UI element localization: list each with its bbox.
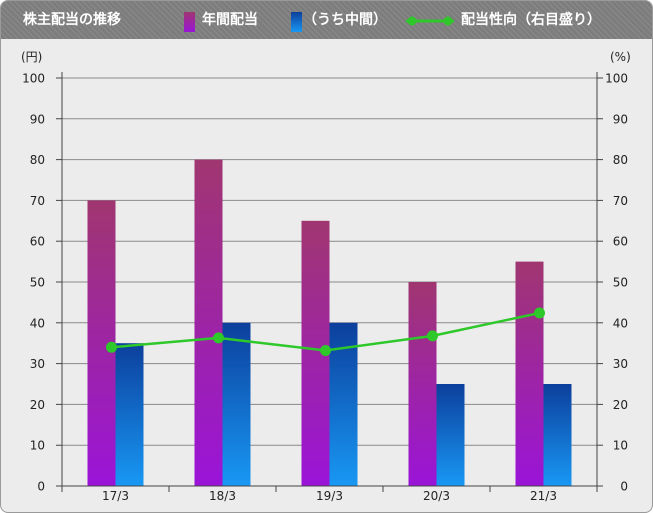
- y-left-tick-label: 10: [30, 439, 45, 453]
- y-right-tick-label: 70: [613, 194, 628, 208]
- y-left-tick-label: 40: [30, 316, 45, 330]
- chart-title: 株主配当の推移: [23, 12, 121, 28]
- y-right-tick-label: 80: [613, 153, 628, 167]
- y-left-tick-label: 100: [22, 72, 45, 86]
- legend-annual-swatch: [184, 12, 195, 32]
- y-right-tick-label: 0: [620, 480, 628, 494]
- y-right-tick-label: 20: [613, 398, 628, 412]
- x-tick-label: 19/3: [316, 489, 343, 503]
- y-right-tick-label: 30: [613, 357, 628, 371]
- y-left-tick-label: 50: [30, 276, 45, 290]
- y-left-unit-label: (円): [21, 50, 42, 64]
- chart-header: 株主配当の推移 年間配当 （うち中間） 配当性向（右目盛り）: [1, 1, 652, 39]
- bar-annual-20-3: [408, 282, 437, 486]
- payout-ratio-point-20-3: [427, 330, 438, 342]
- payout-ratio-point-19-3: [320, 345, 331, 357]
- payout-ratio-point-21-3: [534, 307, 545, 319]
- bar-interim-21-3: [543, 384, 572, 486]
- y-left-tick-label: 60: [30, 235, 45, 249]
- bar-interim-17-3: [115, 343, 144, 486]
- y-right-tick-label: 10: [613, 439, 628, 453]
- y-left-tick-label: 20: [30, 398, 45, 412]
- bar-annual-21-3: [515, 261, 544, 486]
- legend-ratio-swatch: [406, 16, 454, 26]
- legend-ratio-label: 配当性向（右目盛り）: [461, 12, 601, 28]
- legend-interim-swatch: [291, 12, 302, 32]
- y-left-tick-label: 0: [37, 480, 45, 494]
- bar-interim-18-3: [222, 322, 251, 486]
- x-tick-label: 17/3: [102, 489, 129, 503]
- y-left-tick-label: 70: [30, 194, 45, 208]
- y-left-tick-label: 30: [30, 357, 45, 371]
- y-right-tick-label: 60: [613, 235, 628, 249]
- bar-interim-20-3: [436, 384, 465, 486]
- y-left-tick-label: 90: [30, 112, 45, 126]
- bar-annual-18-3: [194, 159, 223, 486]
- y-right-tick-label: 40: [613, 316, 628, 330]
- legend-interim-label: （うち中間）: [303, 12, 387, 28]
- y-left-tick-label: 80: [30, 153, 45, 167]
- y-right-tick-label: 90: [613, 112, 628, 126]
- legend-annual-label: 年間配当: [202, 12, 258, 28]
- x-tick-label: 20/3: [423, 489, 450, 503]
- y-right-unit-label: (%): [610, 50, 631, 64]
- x-tick-label: 18/3: [209, 489, 236, 503]
- y-right-tick-label: 100: [605, 72, 628, 86]
- payout-ratio-point-17-3: [106, 341, 117, 353]
- y-right-tick-label: 50: [613, 276, 628, 290]
- payout-ratio-point-18-3: [213, 332, 224, 344]
- x-tick-label: 21/3: [530, 489, 557, 503]
